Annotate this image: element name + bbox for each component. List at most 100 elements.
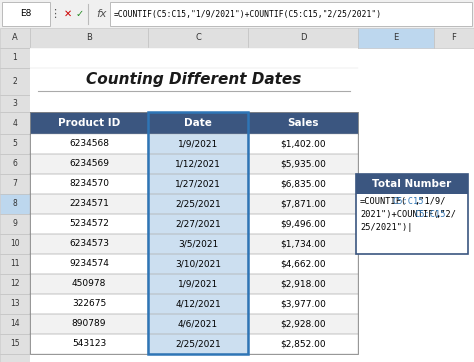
Bar (148, 294, 248, 314)
Text: C5:C15: C5:C15 (414, 210, 446, 219)
Bar (148, 214, 248, 234)
Bar (30, 254, 148, 274)
Bar (0, 214, 30, 234)
Text: Sales: Sales (287, 118, 319, 128)
Text: 9: 9 (13, 219, 18, 228)
Text: B: B (86, 34, 92, 42)
Bar (148, 28, 248, 48)
Text: 3/5/2021: 3/5/2021 (178, 240, 218, 248)
Bar (148, 254, 248, 274)
Bar (148, 194, 248, 214)
Bar (148, 274, 248, 294)
Bar (148, 112, 248, 354)
Text: 2/27/2021: 2/27/2021 (175, 219, 221, 228)
Text: $9,496.00: $9,496.00 (280, 219, 326, 228)
Text: Total Number: Total Number (373, 179, 452, 189)
Bar (148, 134, 248, 154)
Text: Counting Different Dates: Counting Different Dates (86, 72, 301, 87)
Bar (248, 28, 358, 48)
Bar (0, 234, 30, 254)
Text: 25/2021")|: 25/2021")| (360, 223, 412, 232)
Bar (0, 174, 30, 194)
Text: 14: 14 (10, 320, 20, 328)
Bar (0, 334, 30, 354)
Text: 11: 11 (10, 260, 20, 269)
Text: $7,871.00: $7,871.00 (280, 199, 326, 209)
Bar (0, 48, 30, 68)
Text: C: C (195, 34, 201, 42)
Text: =COUNTIF(: =COUNTIF( (360, 197, 407, 206)
Text: 10: 10 (10, 240, 20, 248)
Bar (30, 174, 148, 194)
Bar (0, 154, 30, 174)
Text: 15: 15 (10, 340, 20, 349)
Bar (356, 174, 468, 194)
Bar (30, 354, 358, 362)
Bar (30, 234, 148, 254)
Bar (248, 154, 358, 174)
Bar (0, 0, 474, 28)
Text: $5,935.00: $5,935.00 (280, 160, 326, 168)
Text: D: D (300, 34, 306, 42)
Text: 9234574: 9234574 (69, 260, 109, 269)
Text: 322675: 322675 (72, 299, 106, 308)
Bar (2, 2, 50, 26)
Text: 450978: 450978 (72, 279, 106, 289)
Text: 1/9/2021: 1/9/2021 (178, 279, 218, 289)
Text: 4: 4 (13, 118, 18, 127)
Bar (248, 134, 358, 154)
Bar (0, 294, 30, 314)
Text: 1: 1 (13, 54, 18, 63)
Bar (0, 314, 30, 334)
Bar (30, 154, 148, 174)
Text: $6,835.00: $6,835.00 (280, 180, 326, 189)
Bar (30, 334, 148, 354)
Bar (0, 354, 30, 362)
Text: $4,662.00: $4,662.00 (280, 260, 326, 269)
Text: Product ID: Product ID (58, 118, 120, 128)
Text: 2: 2 (13, 77, 18, 86)
Text: ,"2/: ,"2/ (436, 210, 456, 219)
Text: 543123: 543123 (72, 340, 106, 349)
Bar (248, 234, 358, 254)
Bar (30, 48, 474, 362)
Text: $2,928.00: $2,928.00 (280, 320, 326, 328)
Bar (30, 134, 148, 154)
Text: 2234571: 2234571 (69, 199, 109, 209)
Text: 3: 3 (13, 99, 18, 108)
Bar (0, 28, 30, 48)
Bar (358, 28, 434, 48)
Bar (30, 294, 148, 314)
Text: $2,852.00: $2,852.00 (280, 340, 326, 349)
Text: 2/25/2021: 2/25/2021 (175, 199, 221, 209)
Text: C5:C15: C5:C15 (392, 197, 424, 206)
Text: 1/27/2021: 1/27/2021 (175, 180, 221, 189)
Text: 5: 5 (13, 139, 18, 148)
Text: ✕: ✕ (64, 9, 72, 19)
Text: 1/12/2021: 1/12/2021 (175, 160, 221, 168)
Bar (0, 254, 30, 274)
Text: Date: Date (184, 118, 212, 128)
Bar (356, 194, 468, 254)
Bar (248, 174, 358, 194)
Bar (148, 334, 248, 354)
Text: $2,918.00: $2,918.00 (280, 279, 326, 289)
Text: A: A (12, 34, 18, 42)
Bar (148, 314, 248, 334)
Bar (356, 174, 468, 254)
Bar (30, 48, 358, 68)
Bar (30, 112, 358, 134)
Bar (30, 95, 358, 112)
Text: 890789: 890789 (72, 320, 106, 328)
Text: 8: 8 (13, 199, 18, 209)
Text: 12: 12 (10, 279, 20, 289)
Text: $3,977.00: $3,977.00 (280, 299, 326, 308)
Text: 7: 7 (13, 180, 18, 189)
Bar (0, 274, 30, 294)
Text: E8: E8 (20, 9, 32, 18)
Bar (248, 194, 358, 214)
Text: 6234569: 6234569 (69, 160, 109, 168)
Text: 4/6/2021: 4/6/2021 (178, 320, 218, 328)
Bar (30, 68, 358, 95)
Bar (0, 134, 30, 154)
